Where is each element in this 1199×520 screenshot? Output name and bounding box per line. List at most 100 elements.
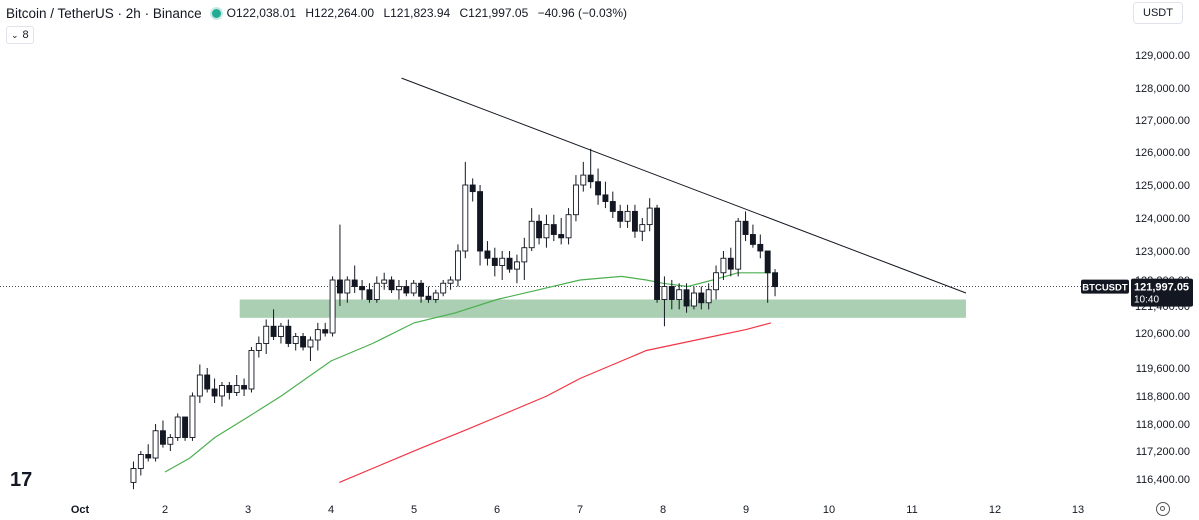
candle <box>425 286 432 303</box>
candle-body <box>322 329 329 334</box>
candle-body <box>204 374 211 390</box>
candle-body <box>410 282 417 294</box>
ma-line-green <box>164 272 771 473</box>
trendline-layer <box>401 77 967 294</box>
candle-body <box>639 224 646 232</box>
candle-body <box>609 201 616 212</box>
candle-body <box>233 385 240 393</box>
candle-body <box>477 191 484 252</box>
candle-body <box>521 247 528 263</box>
candle-body <box>152 430 159 459</box>
currency-button[interactable]: USDT <box>1133 2 1183 24</box>
x-tick-label: 11 <box>906 504 917 516</box>
candle <box>484 241 491 266</box>
candle-body <box>506 257 513 270</box>
candle-body <box>381 279 388 284</box>
candle-body <box>757 243 764 252</box>
candle <box>196 364 203 403</box>
candle-body <box>174 416 181 438</box>
candle-body <box>565 214 572 239</box>
x-tick-label: Oct <box>71 504 90 516</box>
settings-icon[interactable] <box>1156 502 1170 516</box>
symbol-tag-label: BTCUSDT <box>1082 283 1128 294</box>
candle <box>572 175 579 222</box>
candle <box>395 280 402 300</box>
candle-body <box>425 295 432 300</box>
candle-body <box>432 292 439 300</box>
candle-body <box>167 437 174 445</box>
price-tag-value: 121,997.05 <box>1134 282 1189 294</box>
candle-body <box>359 286 366 291</box>
candle <box>543 214 550 248</box>
candle-body <box>631 210 638 232</box>
candle-body <box>617 210 624 222</box>
candle-body <box>344 279 351 294</box>
candle <box>270 309 277 340</box>
candle <box>292 333 299 351</box>
time-axis: Oct 2 3 4 5 6 7 8 9 10 11 12 13 <box>71 504 1084 516</box>
candle-body <box>454 250 461 281</box>
candle <box>160 420 166 448</box>
candle-body <box>572 184 579 216</box>
candle <box>454 244 461 287</box>
candle-body <box>654 207 661 300</box>
candle-body <box>536 220 543 239</box>
candle-body <box>388 279 395 291</box>
candle <box>410 280 417 297</box>
y-tick-label: 118,000.00 <box>1136 419 1190 431</box>
candle <box>587 148 594 189</box>
tradingview-logo-icon[interactable]: 17 <box>10 469 33 491</box>
candle-body <box>580 174 587 186</box>
candle-body <box>403 286 410 294</box>
candle <box>351 265 358 293</box>
candle-body <box>314 329 321 341</box>
y-tick-label: 125,000.00 <box>1135 180 1190 192</box>
ohlc-legend: O122,038.01 H122,264.00 L121,823.94 C121… <box>227 6 633 20</box>
candle-body <box>145 454 152 459</box>
candle <box>336 224 343 306</box>
candle-body <box>558 234 565 239</box>
candle-body <box>772 272 778 288</box>
candle <box>646 198 653 232</box>
candle <box>233 375 240 396</box>
x-tick-label: 13 <box>1072 504 1084 516</box>
candle-body <box>713 272 720 291</box>
descending-trendline <box>401 77 967 294</box>
y-tick-label: 127,000.00 <box>1135 115 1190 127</box>
candle-body <box>285 325 292 344</box>
candle-body <box>764 250 771 274</box>
candle <box>639 218 646 242</box>
candle <box>772 269 778 297</box>
y-tick-label: 118,800.00 <box>1136 391 1190 403</box>
candle-body <box>528 220 535 249</box>
candle <box>513 254 520 284</box>
candle-body <box>705 289 712 304</box>
high-value: H122,264.00 <box>305 6 375 20</box>
chevron-down-icon: ⌄ <box>11 29 19 40</box>
candle-body <box>587 174 594 183</box>
indicators-toggle-button[interactable]: ⌄ 8 <box>6 26 34 44</box>
candle <box>263 319 270 354</box>
open-value: O122,038.01 <box>226 6 297 20</box>
candle-body <box>307 339 314 348</box>
candle <box>654 204 661 303</box>
candle <box>550 214 557 242</box>
candle-body <box>160 430 166 445</box>
candle <box>189 392 196 441</box>
candle-body <box>189 395 196 438</box>
candle-body <box>292 336 299 344</box>
candle-body <box>219 385 225 397</box>
close-value: C121,997.05 <box>459 6 529 20</box>
x-tick-label: 6 <box>494 504 500 516</box>
candle-body <box>661 286 668 300</box>
candle <box>565 208 572 245</box>
candle-body <box>226 385 233 393</box>
candle-body <box>676 289 683 300</box>
candle-body <box>595 181 602 196</box>
candle-body <box>698 292 705 304</box>
candle-body <box>499 257 506 266</box>
support-zone <box>239 299 966 318</box>
candle-body <box>462 184 469 252</box>
symbol-title[interactable]: Bitcoin / TetherUS · 2h · Binance <box>6 5 202 21</box>
